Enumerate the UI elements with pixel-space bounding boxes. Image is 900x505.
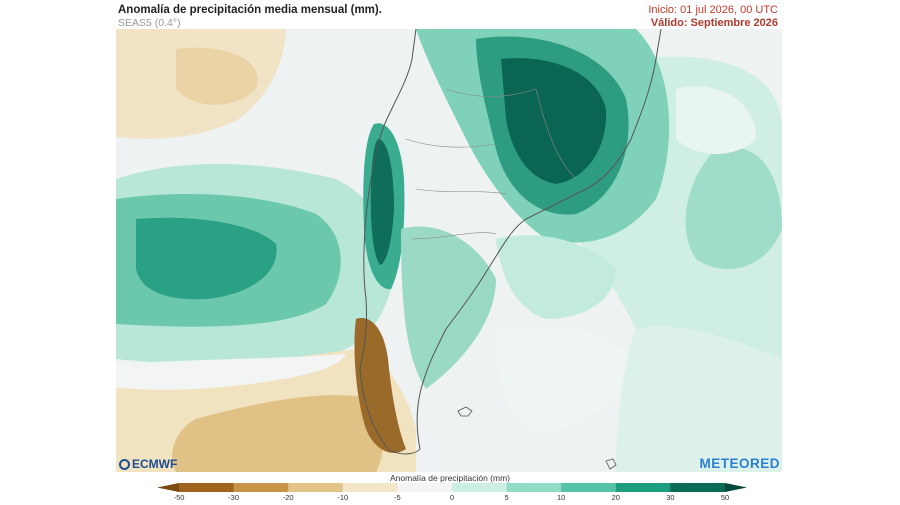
colorbar-tick-label: 30 xyxy=(666,493,675,502)
colorbar-segment xyxy=(615,483,671,492)
dry-core-patagonia xyxy=(354,318,406,453)
colorbar-title: Anomalía de precipitación (mm) xyxy=(390,473,510,483)
falkland-islands xyxy=(457,406,473,417)
colorbar-tick-label: 50 xyxy=(720,493,730,502)
colorbar-tick-label: -20 xyxy=(282,493,294,502)
init-date: Inicio: 01 jul 2026, 00 UTC xyxy=(648,4,778,16)
wet-area-argentina xyxy=(401,226,496,389)
ecmwf-logo: ECMWF xyxy=(119,457,177,471)
country-borders xyxy=(405,88,577,240)
wet-area-atlantic xyxy=(685,147,782,269)
wet-area-southatlantic xyxy=(616,326,782,472)
colorbar-segment xyxy=(288,483,344,492)
colorbar-segment xyxy=(452,483,508,492)
colorbar-tick-label: 20 xyxy=(611,493,620,502)
model-subtitle: SEAS5 (0.4°) xyxy=(118,17,181,29)
colorbar-tick-label: 0 xyxy=(449,493,455,502)
colorbar-tick-label: -10 xyxy=(337,493,349,502)
colorbar-tick-label: -30 xyxy=(228,493,240,502)
precipitation-anomaly-map xyxy=(116,29,782,472)
map-canvas xyxy=(116,29,782,472)
colorbar-segment xyxy=(397,483,453,492)
colorbar-segment xyxy=(670,483,726,492)
map-title: Anomalía de precipitación media mensual … xyxy=(118,4,382,16)
colorbar-tick-label: -50 xyxy=(173,493,185,502)
wet-core-chile xyxy=(370,139,394,265)
colorbar-segment xyxy=(561,483,617,492)
colorbar-tick-label: 5 xyxy=(504,493,509,502)
wet-core-pacific xyxy=(136,217,277,300)
colorbar-arrow-right xyxy=(725,483,747,492)
wet-area-pampas xyxy=(496,235,616,319)
dry-area-nw-core xyxy=(176,47,258,105)
south-georgia xyxy=(605,458,617,470)
colorbar-segment xyxy=(342,483,398,492)
colorbar-arrow-left xyxy=(157,483,179,492)
colorbar-tick-label: 10 xyxy=(557,493,566,502)
neutral-area-atlantic xyxy=(495,325,636,434)
ecmwf-ring-icon xyxy=(119,458,130,470)
coastline xyxy=(359,29,662,455)
colorbar xyxy=(157,483,747,492)
valid-date: Válido: Septiembre 2026 xyxy=(650,17,778,29)
dry-area-south xyxy=(172,395,383,472)
colorbar-segment xyxy=(233,483,289,492)
meteored-logo: METEORED xyxy=(699,456,780,471)
wet-core-brazil xyxy=(501,58,607,184)
neutral-band xyxy=(116,354,346,390)
colorbar-tick-label: -5 xyxy=(394,493,401,502)
colorbar-segment xyxy=(506,483,562,492)
white-patch-atlantic xyxy=(676,86,756,154)
colorbar-segment xyxy=(179,483,235,492)
